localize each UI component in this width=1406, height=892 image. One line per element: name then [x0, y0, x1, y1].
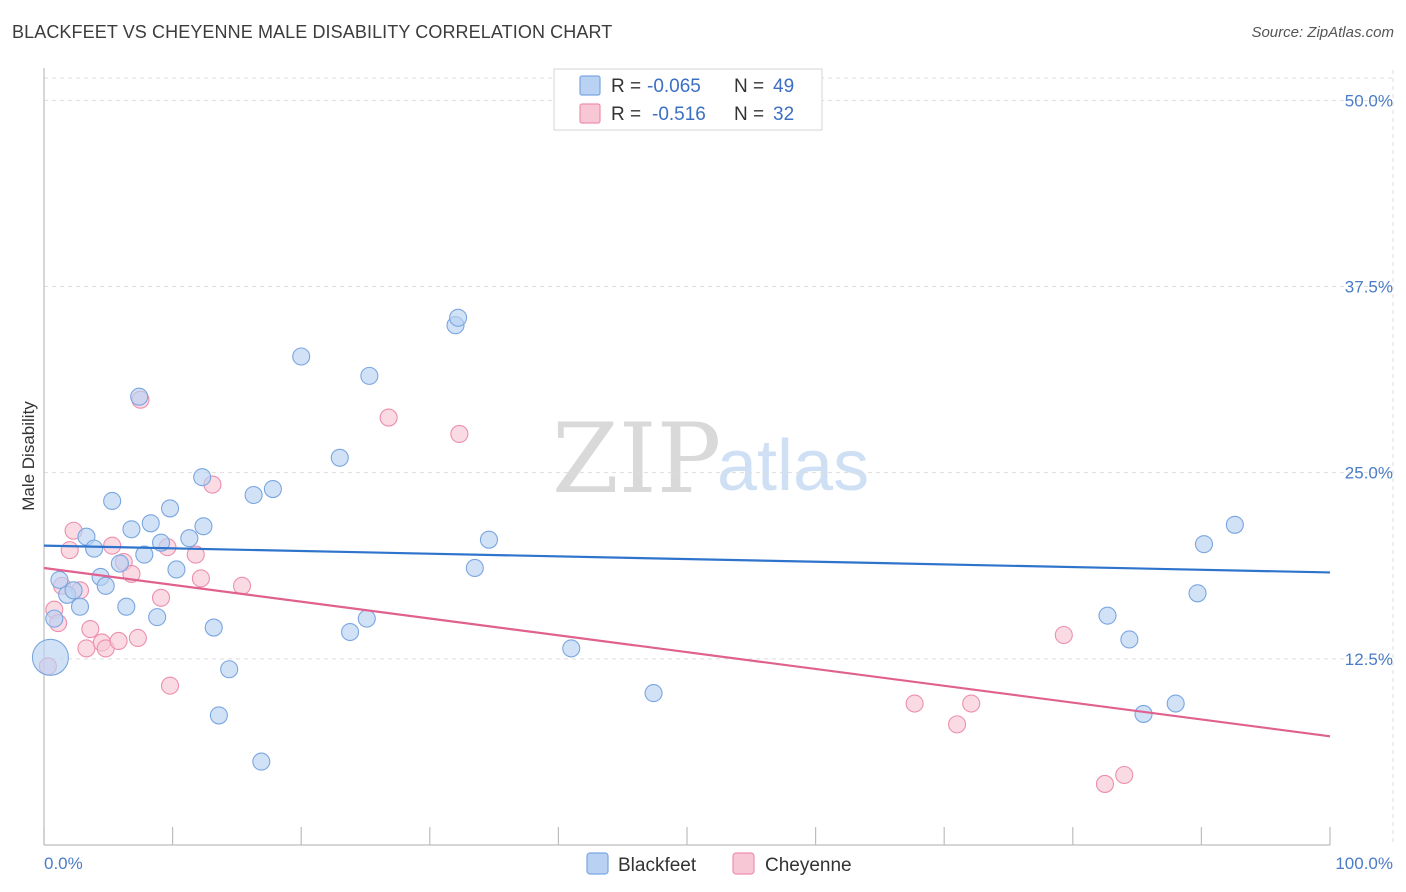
blackfeet-point-30	[292, 347, 311, 366]
legend-bottom: Blackfeet Cheyenne	[586, 852, 852, 876]
watermark-zip: ZIP	[552, 403, 721, 515]
blackfeet-point-29	[263, 480, 282, 499]
blackfeet-point-42	[1098, 606, 1117, 625]
blackfeet-points	[31, 91, 1244, 771]
blackfeet-point-12	[117, 597, 136, 616]
trend-lines	[43, 544, 1331, 738]
blackfeet-point-39	[562, 639, 581, 658]
blackfeet-point-38	[479, 530, 499, 549]
blackfeet-point-44	[1134, 704, 1153, 723]
cheyenne-point-26	[905, 694, 924, 713]
cheyenne-point-11	[103, 536, 122, 555]
cheyenne-point-20	[186, 545, 205, 564]
cheyenne-point-21	[191, 569, 210, 588]
cheyenne-point-17	[151, 588, 171, 607]
y-tick-label-2: 37.5%	[1345, 278, 1393, 297]
blackfeet-point-31	[330, 448, 349, 467]
blackfeet-point-7	[85, 539, 104, 558]
cheyenne-point-23	[232, 576, 252, 595]
legend-r-value-cheyenne: -0.516	[652, 104, 706, 125]
blackfeet-point-2	[50, 570, 69, 589]
legend-top: R = -0.065 N = 49 R = -0.516 N = 32	[553, 68, 823, 131]
legend-swatch-blackfeet	[579, 75, 601, 96]
blackfeet-point-10	[103, 491, 122, 511]
y-tick-label-3: 50.0%	[1345, 91, 1393, 110]
blackfeet-point-28	[252, 752, 271, 771]
blackfeet-point-24	[209, 706, 228, 725]
cheyenne-point-30	[1095, 774, 1114, 793]
blackfeet-point-45	[1166, 694, 1185, 713]
blackfeet-point-5	[70, 597, 90, 616]
watermark: ZIP atlas	[552, 403, 869, 515]
blackfeet-point-26	[193, 468, 212, 487]
cheyenne-point-4	[60, 541, 79, 560]
cheyenne-point-18	[160, 676, 180, 695]
blackfeet-point-43	[1120, 630, 1139, 649]
blackfeet-point-1	[45, 609, 64, 628]
legend-r-value-blackfeet: -0.065	[647, 76, 701, 97]
blackfeet-point-33	[357, 609, 376, 628]
cheyenne-point-8	[81, 619, 100, 639]
blackfeet-point-20	[167, 560, 186, 579]
y-tick-label-0: 12.5%	[1345, 650, 1393, 669]
blackfeet-point-34	[360, 366, 379, 385]
cheyenne-point-27	[948, 715, 967, 734]
blackfeet-point-36	[449, 308, 468, 327]
blackfeet-point-14	[130, 387, 149, 406]
cheyenne-point-12	[109, 631, 128, 651]
blackfeet-point-32	[341, 622, 360, 642]
legend-n-value-blackfeet: 49	[773, 76, 794, 97]
blackfeet-point-23	[204, 618, 223, 637]
blackfeet-point-22	[194, 517, 213, 536]
x-tick-label-start: 0.0%	[44, 854, 83, 873]
cheyenne-point-15	[128, 628, 147, 648]
cheyenne-point-24	[379, 408, 398, 427]
blackfeet-point-9	[96, 576, 115, 595]
cheyenne-point-7	[77, 639, 96, 658]
legend-r-label-cheyenne: R =	[611, 104, 641, 125]
blackfeet-point-17	[148, 608, 167, 627]
legend-n-label-blackfeet: N =	[734, 76, 764, 97]
blackfeet-point-47	[1194, 535, 1214, 554]
blackfeet-point-25	[220, 660, 239, 679]
blackfeet-point-46	[1188, 584, 1207, 603]
blackfeet-point-48	[1225, 515, 1244, 534]
x-tick-label-end: 100.0%	[1335, 854, 1393, 873]
blackfeet-point-27	[244, 485, 263, 505]
blackfeet-point-15	[135, 545, 154, 564]
legend-bottom-swatch-cheyenne	[732, 852, 755, 875]
legend-r-label-blackfeet: R =	[611, 76, 641, 97]
legend-bottom-label-blackfeet: Blackfeet	[618, 855, 697, 876]
legend-n-label-cheyenne: N =	[734, 104, 764, 125]
watermark-atlas: atlas	[717, 426, 869, 506]
blackfeet-point-13	[122, 520, 141, 539]
blackfeet-point-0	[31, 638, 69, 676]
chart-title: BLACKFEET VS CHEYENNE MALE DISABILITY CO…	[12, 22, 613, 42]
blackfeet-point-19	[160, 499, 180, 518]
cheyenne-point-31	[1115, 765, 1134, 785]
blackfeet-point-16	[141, 514, 160, 533]
blackfeet-trend-line	[43, 544, 1331, 574]
blackfeet-point-11	[110, 554, 129, 573]
blackfeet-point-4	[64, 581, 83, 600]
blackfeet-point-40	[644, 684, 663, 703]
y-tick-label-1: 25.0%	[1345, 464, 1393, 483]
cheyenne-point-29	[1054, 625, 1073, 645]
cheyenne-point-25	[450, 424, 469, 443]
legend-swatch-cheyenne	[579, 103, 601, 124]
y-axis-label: Male Disability	[19, 401, 38, 511]
cheyenne-trend-line	[43, 566, 1331, 738]
legend-n-value-cheyenne: 32	[773, 104, 794, 125]
legend-bottom-label-cheyenne: Cheyenne	[765, 855, 852, 876]
ticks: 12.5% 25.0% 37.5% 50.0% 0.0% 100.0%	[43, 91, 1393, 873]
chart-source: Source: ZipAtlas.com	[1251, 24, 1394, 41]
cheyenne-point-28	[962, 694, 981, 713]
blackfeet-point-37	[465, 558, 484, 578]
legend-bottom-swatch-blackfeet	[586, 852, 609, 875]
blackfeet-point-21	[180, 529, 199, 548]
